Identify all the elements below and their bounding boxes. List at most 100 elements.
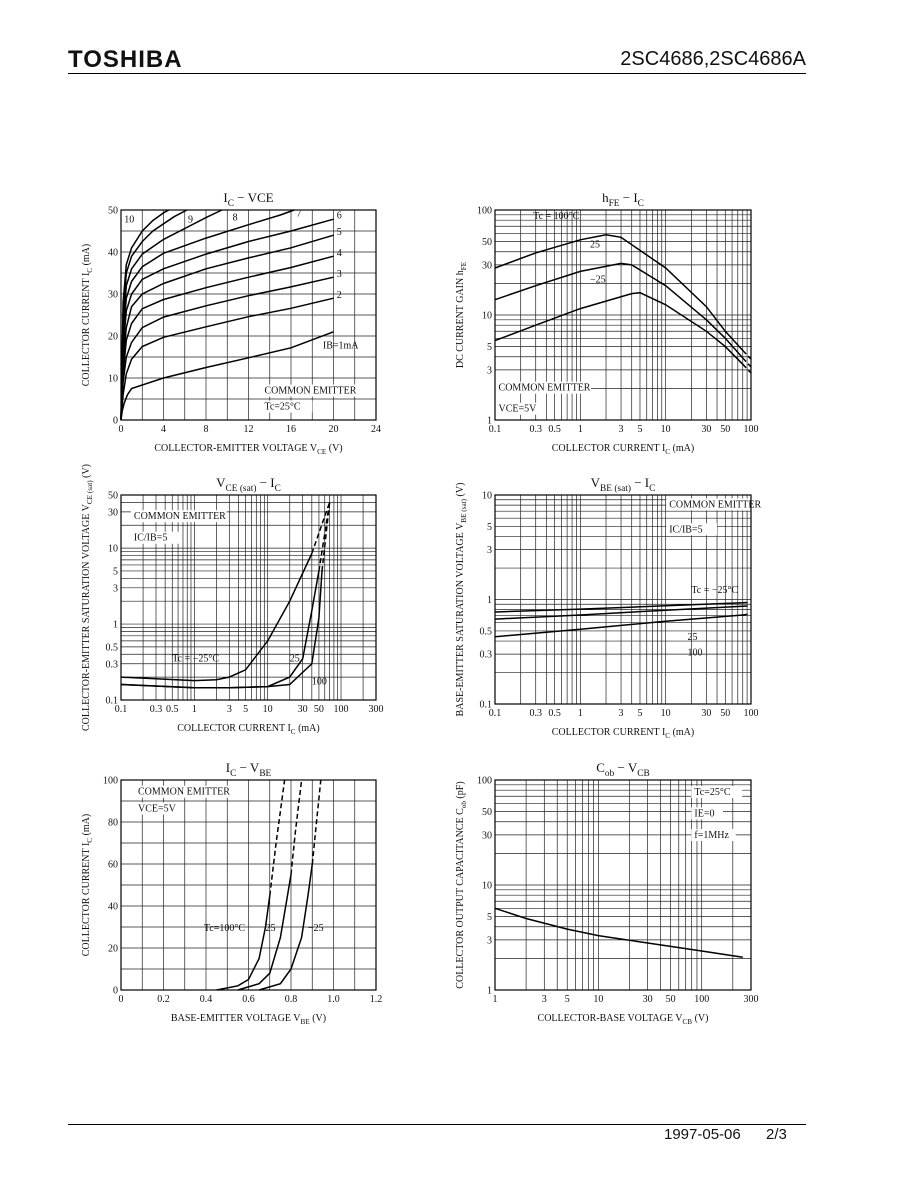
series-label: 10 bbox=[124, 215, 134, 226]
series-label: −25 bbox=[590, 274, 606, 285]
x-axis-label: COLLECTOR CURRENT IC (mA) bbox=[552, 727, 695, 740]
y-tick-label: 20 bbox=[108, 944, 118, 955]
x-tick-label: 30 bbox=[643, 994, 653, 1005]
x-axis-label: COLLECTOR CURRENT IC (mA) bbox=[552, 443, 695, 456]
y-tick-label: 100 bbox=[477, 776, 492, 787]
annotation-text: IC/IB=5 bbox=[134, 533, 167, 544]
y-tick-label: 40 bbox=[108, 902, 118, 913]
series-line-dashed bbox=[742, 613, 752, 616]
series-line bbox=[494, 602, 743, 613]
x-tick-label: 0.2 bbox=[157, 994, 170, 1005]
y-tick-label: 1 bbox=[487, 986, 492, 997]
series-line bbox=[494, 614, 743, 638]
x-tick-label: 10 bbox=[593, 994, 603, 1005]
annotation-text: IE=0 bbox=[694, 808, 714, 819]
annotation-backing bbox=[261, 384, 358, 397]
y-tick-label: 3 bbox=[487, 545, 492, 556]
annotation-backing bbox=[135, 785, 231, 798]
series-line-dashed bbox=[321, 502, 331, 572]
x-tick-label: 3 bbox=[619, 708, 624, 719]
x-tick-label: 100 bbox=[744, 708, 759, 719]
plot-frame bbox=[494, 494, 752, 705]
y-tick-label: 5 bbox=[487, 912, 492, 923]
y-axis-label: COLLECTOR CURRENT IC (mA) bbox=[81, 244, 94, 387]
x-tick-label: 300 bbox=[744, 994, 759, 1005]
x-tick-label: 10 bbox=[661, 708, 671, 719]
series-line bbox=[216, 895, 271, 991]
y-tick-label: 1 bbox=[487, 595, 492, 606]
plot-frame bbox=[120, 209, 377, 421]
y-tick-label: 10 bbox=[482, 491, 492, 502]
annotation-backing bbox=[666, 498, 762, 511]
annotation-text: VCE=5V bbox=[138, 804, 177, 815]
series-label: 7 bbox=[296, 208, 301, 219]
x-tick-label: 30 bbox=[298, 704, 308, 715]
y-tick-label: 10 bbox=[482, 311, 492, 322]
series-line bbox=[258, 863, 314, 991]
series-line-dashed bbox=[742, 605, 752, 608]
x-tick-label: 1 bbox=[192, 704, 197, 715]
gridlines bbox=[495, 495, 751, 704]
series-label: 25 bbox=[687, 632, 697, 643]
series-line bbox=[120, 234, 334, 421]
y-tick-label: 100 bbox=[103, 776, 118, 787]
y-tick-label: 20 bbox=[108, 332, 118, 343]
annotation-text: COMMON EMITTER bbox=[264, 386, 356, 397]
annotation-backing bbox=[135, 802, 180, 815]
header-rule bbox=[68, 73, 806, 74]
x-tick-label: 0.1 bbox=[489, 424, 502, 435]
x-tick-label: 1 bbox=[493, 994, 498, 1005]
x-tick-label: 24 bbox=[371, 424, 381, 435]
y-axis-label: DC CURRENT GAIN hFE bbox=[455, 261, 468, 368]
y-tick-label: 0.1 bbox=[106, 696, 119, 707]
series-line-dashed bbox=[311, 779, 322, 865]
x-tick-label: 4 bbox=[161, 424, 166, 435]
annotation-backing bbox=[130, 510, 227, 523]
annotation-backing bbox=[691, 829, 736, 842]
series-label: 3 bbox=[337, 269, 342, 280]
y-tick-label: 50 bbox=[482, 807, 492, 818]
series-line bbox=[494, 234, 744, 351]
series-line-dashed bbox=[742, 357, 752, 368]
series-line bbox=[120, 331, 334, 421]
series-line bbox=[120, 276, 334, 421]
y-tick-label: 5 bbox=[487, 522, 492, 533]
annotation-backing bbox=[495, 381, 592, 394]
plot-frame bbox=[494, 779, 752, 991]
series-label: 6 bbox=[337, 210, 342, 221]
y-tick-label: 10 bbox=[482, 881, 492, 892]
x-tick-label: 0.3 bbox=[150, 704, 163, 715]
plot-frame bbox=[120, 779, 377, 991]
chart-title: IC − VCE bbox=[223, 190, 273, 209]
series-label: Tc=100°C bbox=[204, 923, 245, 934]
series-line bbox=[494, 291, 744, 365]
chart-title: IC − VBE bbox=[226, 760, 272, 779]
series-line-dashed bbox=[269, 779, 286, 896]
y-tick-label: 10 bbox=[108, 374, 118, 385]
x-tick-label: 50 bbox=[720, 424, 730, 435]
series-line bbox=[120, 209, 223, 421]
y-tick-label: 0 bbox=[113, 986, 118, 997]
y-tick-label: 30 bbox=[108, 290, 118, 301]
plot-frame bbox=[494, 209, 752, 421]
series-line bbox=[494, 262, 744, 359]
chart-title: VBE (sat) − IC bbox=[591, 475, 656, 494]
y-axis-label: COLLECTOR-EMITTER SATURATION VOLTAGE VCE… bbox=[81, 464, 94, 731]
series-line bbox=[120, 218, 334, 421]
y-tick-label: 5 bbox=[113, 566, 118, 577]
y-tick-label: 40 bbox=[108, 248, 118, 259]
x-tick-label: 20 bbox=[329, 424, 339, 435]
y-tick-label: 0.5 bbox=[480, 626, 493, 637]
y-tick-label: 1 bbox=[113, 620, 118, 631]
y-tick-label: 3 bbox=[487, 365, 492, 376]
annotation-backing bbox=[666, 523, 717, 536]
x-axis-label: COLLECTOR CURRENT IC (mA) bbox=[177, 723, 320, 736]
series-label: 25 bbox=[290, 654, 300, 665]
x-tick-label: 16 bbox=[286, 424, 296, 435]
annotation-text: COMMON EMITTER bbox=[669, 499, 761, 510]
y-axis-label: COLLECTOR OUTPUT CAPACITANCE Cob (pF) bbox=[455, 781, 468, 988]
